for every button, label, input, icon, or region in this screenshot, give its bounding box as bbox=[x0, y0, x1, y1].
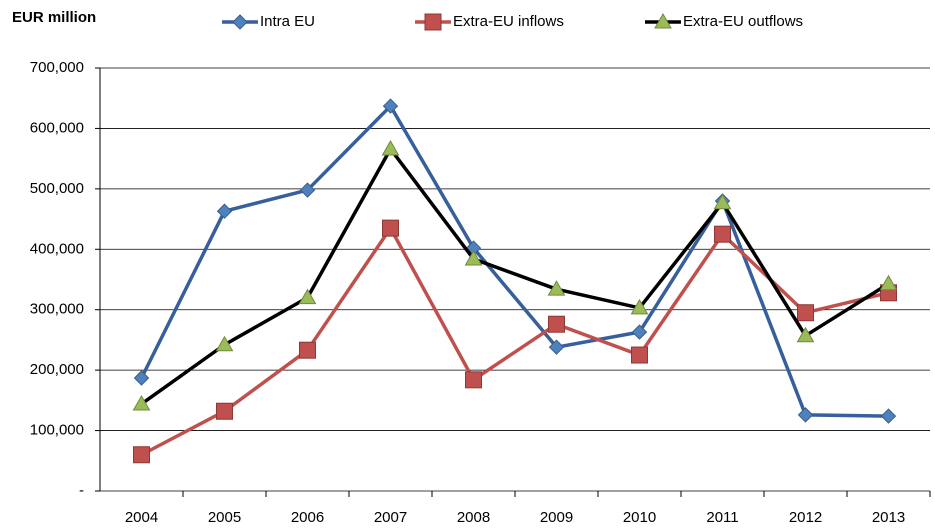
data-point bbox=[796, 326, 815, 343]
data-point bbox=[216, 402, 233, 420]
data-point bbox=[215, 335, 234, 352]
data-point bbox=[464, 249, 483, 266]
data-point bbox=[879, 274, 898, 291]
x-tick-label: 2013 bbox=[872, 509, 905, 526]
series-line bbox=[139, 104, 889, 418]
x-tick-label: 2004 bbox=[125, 509, 158, 526]
data-point bbox=[548, 339, 565, 355]
x-tick-label: 2005 bbox=[208, 509, 241, 526]
data-point bbox=[631, 324, 648, 340]
y-tick-label: 600,000 bbox=[30, 119, 84, 136]
data-point bbox=[631, 346, 648, 364]
legend-marker bbox=[424, 13, 442, 31]
legend-label: Extra-EU inflows bbox=[453, 13, 564, 30]
y-tick-label: 700,000 bbox=[30, 59, 84, 76]
x-tick-label: 2012 bbox=[789, 509, 822, 526]
data-point bbox=[299, 341, 316, 359]
series-line bbox=[140, 226, 889, 457]
data-point bbox=[548, 315, 565, 333]
y-tick-label: 400,000 bbox=[30, 240, 84, 257]
x-tick-label: 2006 bbox=[291, 509, 324, 526]
y-tick-label: 300,000 bbox=[30, 301, 84, 318]
data-point bbox=[465, 371, 482, 389]
data-point bbox=[298, 288, 317, 305]
data-point bbox=[797, 304, 814, 322]
y-tick-label: 500,000 bbox=[30, 180, 84, 197]
data-point bbox=[133, 446, 150, 464]
y-tick-label: 200,000 bbox=[30, 361, 84, 378]
series-line bbox=[140, 147, 890, 406]
data-point bbox=[216, 203, 233, 219]
x-tick-label: 2010 bbox=[623, 509, 656, 526]
data-point bbox=[133, 370, 150, 386]
data-point bbox=[797, 407, 814, 423]
x-tick-label: 2011 bbox=[706, 509, 738, 526]
data-point bbox=[382, 219, 399, 237]
legend-label: Intra EU bbox=[260, 13, 315, 30]
data-point bbox=[880, 408, 897, 424]
data-point bbox=[713, 193, 732, 210]
x-tick-label: 2007 bbox=[374, 509, 407, 526]
x-tick-label: 2009 bbox=[540, 509, 573, 526]
legend-marker bbox=[232, 14, 248, 30]
data-point bbox=[132, 394, 151, 411]
data-point bbox=[630, 298, 649, 315]
data-point bbox=[382, 98, 399, 114]
legend-marker bbox=[654, 12, 672, 29]
legend-label: Extra-EU outflows bbox=[683, 13, 803, 30]
data-point bbox=[714, 225, 731, 243]
y-tick-label: - bbox=[79, 482, 84, 499]
data-point bbox=[299, 182, 316, 198]
data-point bbox=[381, 139, 400, 156]
chart-title: EUR million bbox=[12, 9, 96, 26]
data-point bbox=[547, 280, 566, 296]
y-tick-label: 100,000 bbox=[30, 422, 84, 439]
x-tick-label: 2008 bbox=[457, 509, 490, 526]
